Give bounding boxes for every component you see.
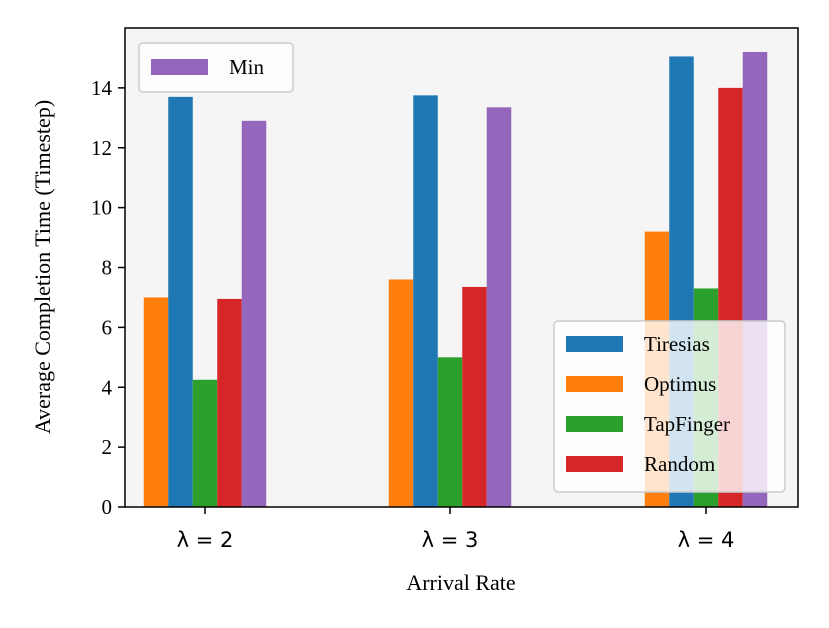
y-tick-label: 14 bbox=[91, 76, 113, 100]
legend-swatch-random bbox=[566, 456, 623, 472]
bar-optimus-1 bbox=[143, 297, 169, 507]
plot-frame bbox=[124, 27, 799, 508]
bar-tiresias-1 bbox=[168, 96, 193, 508]
bar-tapfinger-1 bbox=[192, 379, 218, 507]
x-tick-label: λ = 3 bbox=[422, 528, 479, 552]
legends-group: Min Tiresias Optimus TapFinger Random bbox=[138, 42, 786, 493]
legend-swatch-min bbox=[151, 59, 208, 75]
legend-label-optimus: Optimus bbox=[644, 372, 716, 396]
legend-label-min: Min bbox=[229, 55, 265, 79]
legend-label-random: Random bbox=[644, 452, 715, 476]
bar-optimus-2 bbox=[388, 279, 414, 507]
bar-tiresias-2 bbox=[413, 95, 438, 508]
bar-min-2 bbox=[486, 107, 512, 507]
y-tick-label: 2 bbox=[102, 435, 113, 459]
legend-label-tapfinger: TapFinger bbox=[644, 412, 730, 436]
bar-min-1 bbox=[241, 120, 267, 507]
x-tick-label: λ = 4 bbox=[678, 528, 735, 552]
bar-random-1 bbox=[217, 298, 242, 507]
y-tick-label: 12 bbox=[91, 136, 112, 160]
bar-tapfinger-2 bbox=[437, 357, 463, 507]
legend-label-tiresias: Tiresias bbox=[644, 332, 710, 356]
y-tick-label: 6 bbox=[102, 315, 113, 339]
bar-random-2 bbox=[462, 286, 487, 507]
y-tick-label: 4 bbox=[102, 375, 113, 399]
x-axis-title: Arrival Rate bbox=[406, 570, 515, 595]
legend-swatch-optimus bbox=[566, 376, 623, 392]
legend-swatch-tiresias bbox=[566, 336, 623, 352]
axes-group: 0 2 4 6 8 10 12 14 λ = 2 λ = 3 λ = 4 bbox=[91, 76, 734, 552]
legend-box-lower-right bbox=[553, 320, 786, 493]
legend-box-upper-left bbox=[138, 42, 294, 93]
x-tick-label: λ = 2 bbox=[177, 528, 234, 552]
y-tick-label: 0 bbox=[102, 495, 113, 519]
y-axis-title: Average Completion Time (Timestep) bbox=[30, 100, 55, 434]
y-tick-label: 8 bbox=[102, 256, 113, 280]
y-tick-label: 10 bbox=[91, 196, 112, 220]
legend-swatch-tapfinger bbox=[566, 416, 623, 432]
